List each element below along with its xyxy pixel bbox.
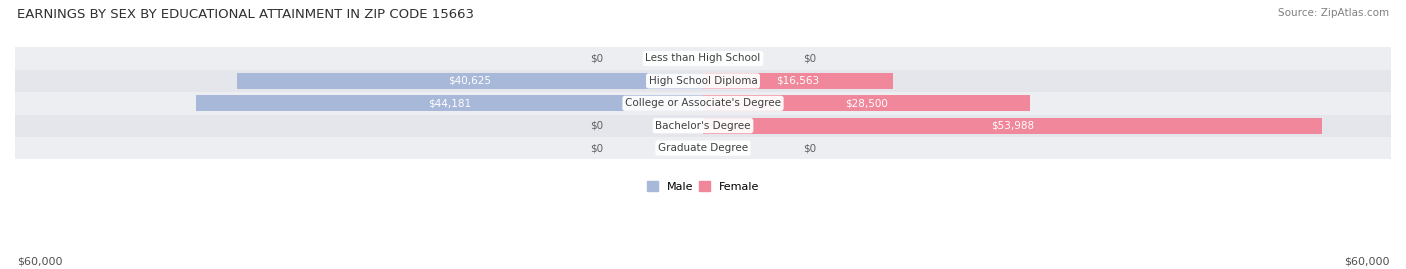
Text: $60,000: $60,000: [1344, 256, 1389, 266]
Text: Graduate Degree: Graduate Degree: [658, 143, 748, 153]
Bar: [15, 92, 1391, 115]
Text: Source: ZipAtlas.com: Source: ZipAtlas.com: [1278, 8, 1389, 18]
Bar: [197, 95, 703, 111]
Text: $53,988: $53,988: [991, 121, 1033, 131]
Text: $28,500: $28,500: [845, 98, 887, 108]
Text: Less than High School: Less than High School: [645, 54, 761, 63]
Text: $60,000: $60,000: [17, 256, 62, 266]
Bar: [703, 95, 1029, 111]
Text: EARNINGS BY SEX BY EDUCATIONAL ATTAINMENT IN ZIP CODE 15663: EARNINGS BY SEX BY EDUCATIONAL ATTAINMEN…: [17, 8, 474, 21]
Text: $0: $0: [589, 143, 603, 153]
Text: $44,181: $44,181: [429, 98, 471, 108]
Text: $0: $0: [589, 54, 603, 63]
Bar: [703, 73, 893, 89]
Bar: [703, 118, 1322, 134]
Text: College or Associate's Degree: College or Associate's Degree: [626, 98, 780, 108]
Bar: [15, 137, 1391, 159]
Text: $16,563: $16,563: [776, 76, 820, 86]
Legend: Male, Female: Male, Female: [643, 177, 763, 196]
Text: Bachelor's Degree: Bachelor's Degree: [655, 121, 751, 131]
Bar: [238, 73, 703, 89]
Text: $0: $0: [803, 143, 817, 153]
Bar: [15, 47, 1391, 70]
Bar: [15, 70, 1391, 92]
Text: $0: $0: [589, 121, 603, 131]
Bar: [15, 115, 1391, 137]
Text: High School Diploma: High School Diploma: [648, 76, 758, 86]
Text: $0: $0: [803, 54, 817, 63]
Text: $40,625: $40,625: [449, 76, 492, 86]
